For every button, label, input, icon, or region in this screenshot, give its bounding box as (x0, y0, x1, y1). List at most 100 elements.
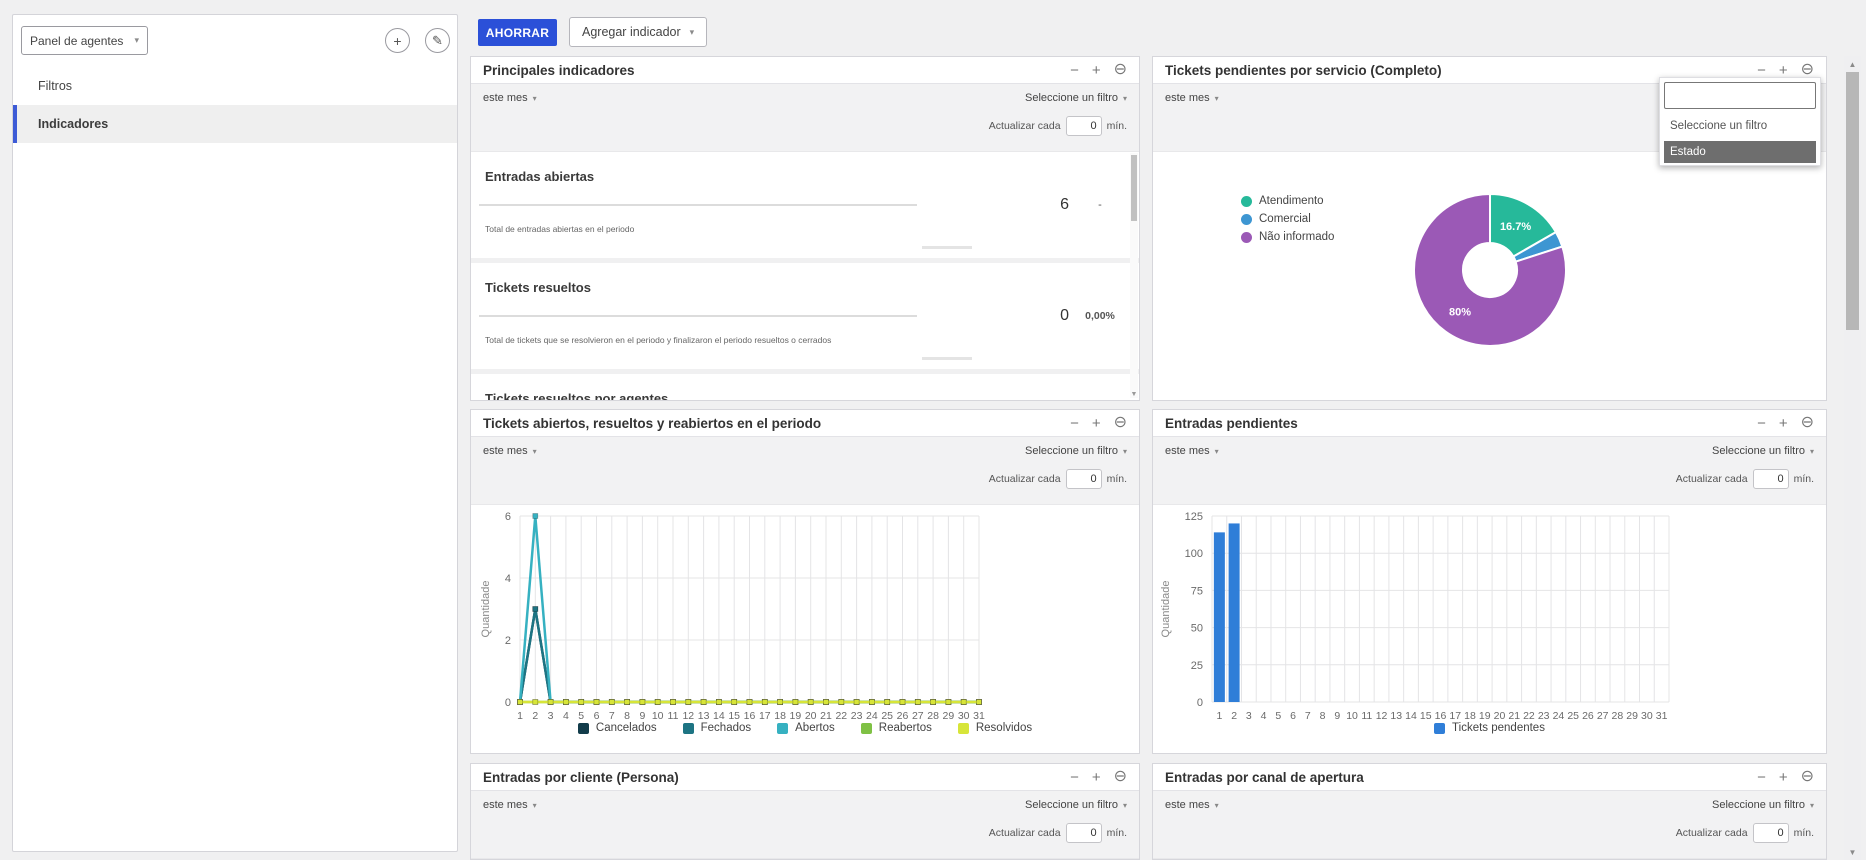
edit-dashboard-button[interactable]: ✎ (425, 28, 450, 53)
filter-search-input[interactable] (1664, 82, 1816, 109)
indicator-title: Tickets resueltos por agentes (485, 391, 669, 401)
sidebar-menu: Filtros Indicadores (13, 67, 457, 143)
caret-down-icon: ▾ (532, 93, 537, 103)
refresh-interval-input[interactable] (1065, 116, 1102, 136)
svg-text:16: 16 (1435, 710, 1447, 722)
indicator-description: Total de entradas abiertas en el periodo (485, 224, 635, 234)
svg-text:8: 8 (1320, 710, 1326, 722)
panel-entradas-pendientes: Entradas pendientes − + ⊖ este mes ▾ Sel… (1152, 409, 1827, 754)
svg-text:22: 22 (1523, 710, 1535, 722)
caret-down-icon: ▾ (532, 800, 537, 810)
svg-text:31: 31 (973, 710, 985, 722)
plus-icon: + (393, 32, 402, 49)
svg-text:2: 2 (505, 635, 511, 647)
scroll-down-icon[interactable]: ▼ (1848, 848, 1857, 857)
refresh-interval-input[interactable] (1752, 823, 1789, 843)
svg-text:12: 12 (1376, 710, 1388, 722)
filter-select[interactable]: Seleccione un filtro ▾ (1025, 799, 1127, 811)
mini-bar (922, 246, 972, 249)
dropdown-option-estado[interactable]: Estado (1664, 141, 1816, 163)
period-select[interactable]: este mes ▾ (483, 799, 537, 811)
filter-select[interactable]: Seleccione un filtro ▾ (1025, 445, 1127, 457)
sidebar-item-filtros[interactable]: Filtros (38, 79, 73, 93)
dropdown-option-placeholder[interactable]: Seleccione un filtro (1670, 120, 1768, 132)
period-select[interactable]: este mes ▾ (1165, 92, 1219, 104)
svg-text:5: 5 (1275, 710, 1281, 722)
legend-item: Tickets pendentes (1434, 722, 1545, 734)
expand-icon[interactable]: + (1778, 61, 1788, 79)
remove-widget-icon[interactable]: ⊖ (1800, 61, 1814, 78)
period-select[interactable]: este mes ▾ (483, 92, 537, 104)
svg-text:2: 2 (1231, 710, 1237, 722)
remove-widget-icon[interactable]: ⊖ (1800, 414, 1814, 431)
collapse-icon[interactable]: − (1070, 768, 1079, 786)
svg-text:27: 27 (912, 710, 924, 722)
period-select[interactable]: este mes ▾ (1165, 799, 1219, 811)
svg-text:28: 28 (927, 710, 939, 722)
panel-header: Tickets pendientes por servicio (Complet… (1153, 57, 1826, 84)
collapse-icon[interactable]: − (1757, 768, 1766, 786)
scroll-up-icon[interactable]: ▲ (1848, 60, 1857, 69)
refresh-unit: mín. (1106, 120, 1127, 132)
svg-text:18: 18 (1464, 710, 1476, 722)
expand-icon[interactable]: + (1778, 768, 1788, 786)
svg-text:50: 50 (1191, 623, 1203, 635)
svg-text:21: 21 (1508, 710, 1520, 722)
svg-text:6: 6 (594, 710, 600, 722)
svg-text:24: 24 (1553, 710, 1565, 722)
caret-down-icon: ▾ (1122, 93, 1127, 103)
indicator-title: Tickets resueltos (485, 280, 591, 295)
remove-widget-icon[interactable]: ⊖ (1113, 61, 1127, 78)
filter-select[interactable]: Seleccione un filtro ▾ (1712, 445, 1814, 457)
collapse-icon[interactable]: − (1070, 61, 1079, 79)
period-select[interactable]: este mes ▾ (483, 445, 537, 457)
dashboard-selector[interactable]: Panel de agentes ▾ (21, 26, 148, 55)
svg-text:1: 1 (517, 710, 523, 722)
panel-controls: − + ⊖ (1070, 769, 1127, 785)
indicator-description: Total de tickets que se resolvieron en e… (485, 335, 832, 345)
legend-item: Reabertos (860, 722, 932, 734)
period-select[interactable]: este mes ▾ (1165, 445, 1219, 457)
sidebar-item-indicadores[interactable]: Indicadores (13, 105, 457, 143)
expand-icon[interactable]: + (1091, 61, 1101, 79)
remove-widget-icon[interactable]: ⊖ (1113, 768, 1127, 785)
panel-scrollbar[interactable]: ▼ (1130, 153, 1138, 398)
collapse-icon[interactable]: − (1070, 414, 1079, 432)
svg-text:11: 11 (668, 710, 679, 722)
refresh-unit: mín. (1793, 827, 1814, 839)
refresh-interval-input[interactable] (1065, 823, 1102, 843)
caret-down-icon: ▾ (1214, 93, 1219, 103)
svg-text:27: 27 (1597, 710, 1609, 722)
remove-widget-icon[interactable]: ⊖ (1800, 768, 1814, 785)
refresh-interval-input[interactable] (1752, 469, 1789, 489)
expand-icon[interactable]: + (1091, 768, 1101, 786)
legend-item: Atendimento (1241, 195, 1334, 207)
collapse-icon[interactable]: − (1757, 61, 1766, 79)
svg-text:30: 30 (1641, 710, 1653, 722)
add-indicator-button[interactable]: Agregar indicador ▾ (569, 17, 708, 47)
scrollbar-thumb[interactable] (1131, 155, 1137, 221)
filter-select[interactable]: Seleccione un filtro ▾ (1025, 92, 1127, 104)
panel-filters: este mes ▾ Seleccione un filtro ▾ Actual… (471, 84, 1139, 152)
svg-text:14: 14 (713, 710, 725, 722)
collapse-icon[interactable]: − (1757, 414, 1766, 432)
scroll-down-icon[interactable]: ▼ (1130, 391, 1138, 398)
indicator-value: 6 (1060, 196, 1069, 213)
legend-item: Cancelados (577, 722, 657, 734)
filter-select[interactable]: Seleccione un filtro ▾ (1712, 799, 1814, 811)
remove-widget-icon[interactable]: ⊖ (1113, 414, 1127, 431)
svg-text:23: 23 (1538, 710, 1550, 722)
legend-item: Não informado (1241, 231, 1334, 243)
panel-header: Entradas pendientes − + ⊖ (1153, 410, 1826, 437)
save-button[interactable]: AHORRAR (478, 19, 557, 46)
scrollbar-thumb[interactable] (1846, 72, 1859, 330)
expand-icon[interactable]: + (1778, 414, 1788, 432)
refresh-interval-input[interactable] (1065, 469, 1102, 489)
indicator-secondary: 0,00% (1085, 310, 1115, 322)
expand-icon[interactable]: + (1091, 414, 1101, 432)
indicator-tickets-resueltos: Tickets resueltos 0 0,00% Total de ticke… (471, 280, 1139, 360)
add-dashboard-button[interactable]: + (385, 28, 410, 53)
page-scrollbar[interactable]: ▲ ▼ (1844, 56, 1861, 860)
svg-text:31: 31 (1656, 710, 1668, 722)
